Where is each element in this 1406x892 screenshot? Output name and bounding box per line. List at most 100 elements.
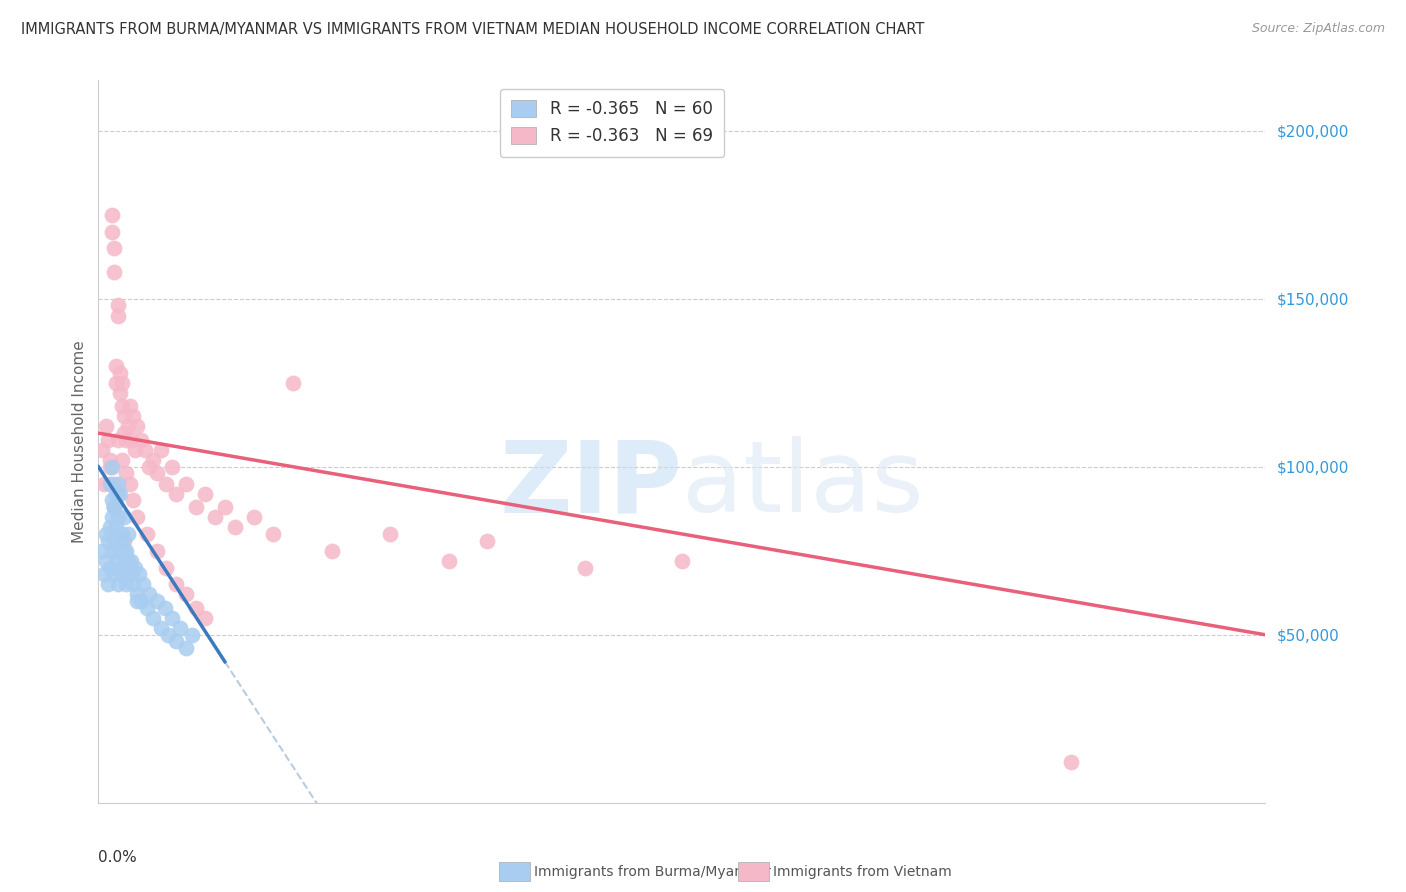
- Point: [155, 560, 177, 574]
- Point: [157, 628, 180, 642]
- Point: [101, 543, 124, 558]
- Point: [127, 587, 149, 601]
- Point: [101, 459, 124, 474]
- Point: [224, 520, 246, 534]
- Point: [104, 359, 127, 373]
- Point: [101, 493, 124, 508]
- Point: [165, 577, 187, 591]
- Point: [96, 554, 118, 568]
- Point: [107, 510, 129, 524]
- Point: [93, 567, 115, 582]
- Point: [107, 433, 129, 447]
- Point: [118, 476, 141, 491]
- Point: [103, 476, 125, 491]
- Point: [112, 554, 135, 568]
- Point: [136, 527, 159, 541]
- Point: [101, 225, 124, 239]
- Point: [671, 554, 693, 568]
- Point: [111, 376, 134, 390]
- Text: Immigrants from Vietnam: Immigrants from Vietnam: [773, 865, 952, 880]
- Text: 0.0%: 0.0%: [98, 850, 138, 864]
- Point: [111, 527, 134, 541]
- Point: [169, 621, 191, 635]
- Point: [104, 486, 127, 500]
- Point: [118, 567, 141, 582]
- Point: [138, 587, 160, 601]
- Point: [103, 567, 125, 582]
- Point: [142, 453, 165, 467]
- Point: [118, 399, 141, 413]
- Point: [98, 520, 121, 534]
- Point: [101, 208, 124, 222]
- Point: [138, 459, 160, 474]
- Point: [107, 309, 129, 323]
- Point: [204, 510, 226, 524]
- Point: [111, 533, 134, 548]
- Point: [127, 419, 149, 434]
- Point: [194, 486, 217, 500]
- Point: [477, 533, 499, 548]
- Point: [104, 554, 127, 568]
- Point: [146, 467, 169, 481]
- Point: [97, 533, 120, 548]
- Point: [101, 510, 124, 524]
- Point: [122, 577, 145, 591]
- Point: [111, 399, 134, 413]
- Text: ZIP: ZIP: [499, 436, 682, 533]
- Point: [96, 527, 118, 541]
- Point: [146, 594, 169, 608]
- Point: [121, 554, 143, 568]
- Point: [103, 500, 125, 514]
- Point: [111, 567, 134, 582]
- Point: [243, 510, 266, 524]
- Point: [103, 241, 125, 255]
- Point: [108, 366, 131, 380]
- Point: [98, 453, 121, 467]
- Point: [281, 376, 304, 390]
- Y-axis label: Median Household Income: Median Household Income: [72, 340, 87, 543]
- Point: [103, 500, 125, 514]
- Point: [437, 554, 460, 568]
- Point: [129, 594, 152, 608]
- Point: [112, 533, 135, 548]
- Point: [108, 560, 131, 574]
- Point: [117, 527, 139, 541]
- Point: [121, 567, 143, 582]
- Point: [98, 459, 121, 474]
- Point: [103, 533, 125, 548]
- Point: [574, 560, 596, 574]
- Point: [127, 594, 149, 608]
- Point: [1060, 756, 1083, 770]
- Point: [98, 476, 121, 491]
- Point: [184, 600, 207, 615]
- Point: [380, 527, 402, 541]
- Point: [155, 476, 177, 491]
- Point: [114, 543, 136, 558]
- Point: [184, 500, 207, 514]
- Text: Source: ZipAtlas.com: Source: ZipAtlas.com: [1251, 22, 1385, 36]
- Point: [122, 409, 145, 424]
- Point: [97, 433, 120, 447]
- Point: [174, 476, 197, 491]
- Point: [122, 493, 145, 508]
- Text: atlas: atlas: [682, 436, 924, 533]
- Point: [107, 298, 129, 312]
- Point: [114, 467, 136, 481]
- Point: [103, 265, 125, 279]
- Point: [112, 510, 135, 524]
- Point: [262, 527, 284, 541]
- Point: [98, 560, 121, 574]
- Point: [142, 611, 165, 625]
- Point: [112, 426, 135, 441]
- Point: [104, 376, 127, 390]
- Point: [96, 419, 118, 434]
- Point: [124, 560, 146, 574]
- Text: Immigrants from Burma/Myanmar: Immigrants from Burma/Myanmar: [534, 865, 770, 880]
- Point: [91, 442, 114, 457]
- Point: [114, 433, 136, 447]
- Point: [174, 641, 197, 656]
- Point: [108, 486, 131, 500]
- Point: [162, 611, 184, 625]
- Point: [127, 510, 149, 524]
- Point: [162, 459, 184, 474]
